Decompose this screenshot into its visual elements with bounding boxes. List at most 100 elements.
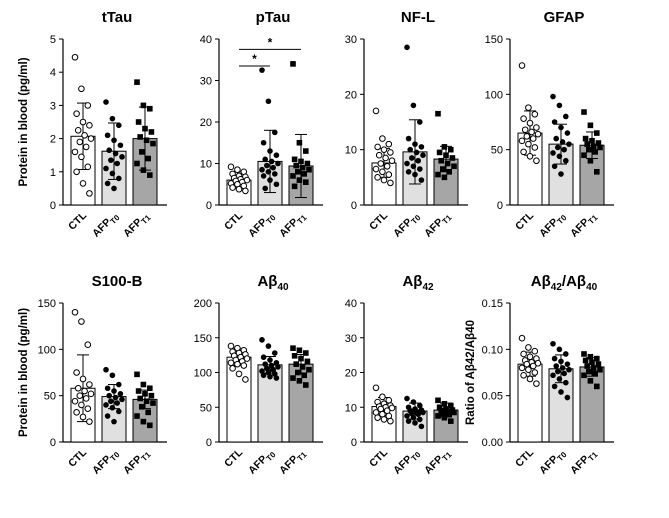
category-label-main: CTL bbox=[367, 209, 390, 232]
data-point bbox=[150, 400, 156, 406]
data-point bbox=[590, 365, 597, 371]
panel-1: pTau 0 10 20 30 40 CTL AFPT0 AFPT1 * * bbox=[200, 9, 323, 240]
y-tick-label: 20 bbox=[345, 89, 357, 101]
data-point bbox=[103, 402, 109, 408]
data-point bbox=[227, 163, 235, 171]
data-point bbox=[556, 102, 563, 109]
data-point bbox=[71, 148, 79, 156]
y-tick-label: 0 bbox=[50, 200, 56, 212]
data-point bbox=[268, 158, 275, 165]
data-point bbox=[295, 169, 301, 175]
data-point bbox=[404, 160, 410, 167]
data-point bbox=[243, 355, 251, 362]
category-label-AFPT0: AFPT0 bbox=[391, 209, 423, 241]
data-point bbox=[273, 152, 280, 158]
data-point bbox=[148, 129, 155, 135]
data-point bbox=[134, 79, 140, 85]
data-point bbox=[73, 369, 80, 376]
data-point bbox=[440, 166, 446, 172]
data-point bbox=[272, 129, 278, 136]
data-point bbox=[449, 155, 456, 161]
y-tick-label: 30 bbox=[345, 333, 357, 345]
data-point bbox=[525, 366, 532, 374]
data-point bbox=[533, 380, 540, 387]
data-point bbox=[145, 409, 151, 416]
data-point bbox=[86, 381, 93, 388]
data-point bbox=[143, 137, 150, 144]
data-point bbox=[103, 366, 109, 373]
y-tick-label: 1 bbox=[50, 167, 56, 179]
data-point bbox=[111, 185, 117, 192]
data-point bbox=[581, 152, 587, 158]
data-point bbox=[529, 362, 537, 370]
category-label-main: CTL bbox=[66, 209, 89, 232]
data-point bbox=[84, 405, 92, 412]
data-point bbox=[375, 151, 383, 159]
panel-6: Aβ42 0 10 20 30 40 CTL AFPT0 AFPT1 bbox=[345, 273, 468, 477]
data-point bbox=[240, 362, 248, 369]
data-point bbox=[550, 93, 556, 100]
data-point bbox=[405, 135, 412, 142]
data-point bbox=[135, 119, 142, 125]
y-axis-label: Protein in blood (pg/ml) bbox=[18, 57, 30, 186]
data-point bbox=[528, 128, 535, 136]
data-point bbox=[109, 170, 116, 177]
data-point bbox=[140, 167, 147, 173]
data-point bbox=[84, 341, 92, 349]
data-point bbox=[531, 347, 539, 355]
data-point bbox=[295, 369, 301, 376]
data-point bbox=[410, 414, 417, 421]
data-point bbox=[435, 110, 441, 117]
data-point bbox=[441, 414, 448, 421]
y-tick-label: 3 bbox=[50, 100, 56, 112]
data-point bbox=[234, 360, 241, 368]
data-point bbox=[374, 143, 381, 151]
data-point bbox=[290, 345, 296, 351]
panel-title-sub: 42 bbox=[422, 282, 434, 293]
data-point bbox=[142, 391, 148, 397]
data-point bbox=[109, 115, 116, 122]
data-point bbox=[78, 318, 85, 325]
category-label-CTL: CTL bbox=[66, 446, 89, 469]
data-point bbox=[526, 119, 534, 127]
data-point bbox=[272, 171, 278, 177]
data-point bbox=[291, 353, 298, 359]
data-point bbox=[564, 394, 571, 401]
data-point bbox=[587, 122, 594, 129]
data-point bbox=[581, 109, 587, 115]
category-label-AFPT0: AFPT0 bbox=[246, 446, 278, 478]
data-point bbox=[81, 387, 88, 395]
y-tick-label: 0 bbox=[206, 437, 212, 449]
data-point bbox=[71, 53, 79, 61]
data-point bbox=[229, 365, 236, 372]
data-point bbox=[78, 401, 85, 409]
category-label-AFPT1: AFPT1 bbox=[121, 209, 153, 241]
data-point bbox=[523, 133, 531, 140]
data-point bbox=[303, 350, 309, 356]
data-point bbox=[518, 62, 526, 69]
category-label-AFPT0: AFPT0 bbox=[537, 209, 569, 241]
data-point bbox=[550, 372, 556, 379]
category-label-AFPT1: AFPT1 bbox=[277, 446, 309, 478]
y-tick-label: 0 bbox=[206, 200, 212, 212]
data-point bbox=[561, 146, 567, 153]
data-point bbox=[296, 347, 303, 354]
data-point bbox=[555, 144, 561, 151]
category-label-CTL: CTL bbox=[513, 446, 536, 469]
data-point bbox=[259, 337, 265, 343]
data-point bbox=[436, 404, 443, 411]
data-point bbox=[551, 355, 558, 362]
panel-title-main: Aβ bbox=[531, 273, 551, 290]
data-point bbox=[520, 371, 527, 379]
data-point bbox=[387, 417, 394, 425]
data-point bbox=[448, 402, 454, 409]
data-point bbox=[531, 144, 539, 151]
panel-title: NF-L bbox=[401, 9, 435, 26]
y-tick-label: 50 bbox=[491, 145, 503, 157]
category-label-AFPT1: AFPT1 bbox=[422, 209, 454, 241]
y-tick-label: 30 bbox=[200, 76, 212, 88]
data-point bbox=[415, 411, 422, 418]
data-point bbox=[290, 375, 296, 381]
data-point bbox=[586, 368, 592, 375]
category-label-CTL: CTL bbox=[367, 209, 390, 232]
